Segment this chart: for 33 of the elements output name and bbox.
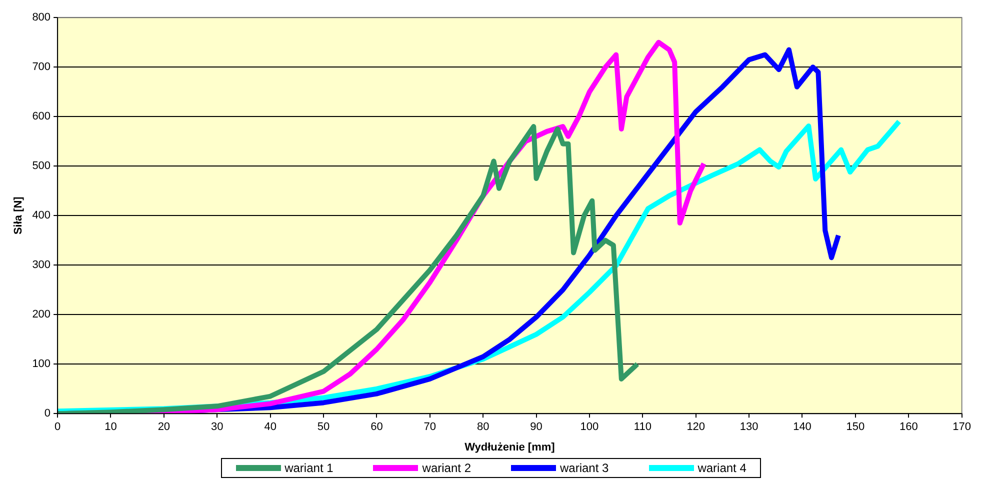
x-axis-title: Wydłużenie [mm]: [464, 441, 556, 454]
x-tick-label: 10: [104, 421, 117, 434]
y-tick-label: 0: [44, 408, 51, 420]
legend-label: wariant 4: [698, 461, 746, 475]
legend-label: wariant 2: [422, 461, 471, 475]
y-tick-label: 100: [32, 358, 51, 370]
x-tick-label: 20: [158, 421, 170, 434]
x-tick-label: 100: [580, 421, 599, 434]
x-tick-label: 60: [370, 421, 383, 434]
x-tick-label: 30: [211, 421, 224, 434]
x-tick-label: 170: [952, 421, 972, 434]
x-tick-label: 40: [264, 421, 276, 434]
y-tick-label: 200: [32, 308, 51, 321]
x-tick-label: 160: [899, 421, 918, 434]
legend-label: wariant 3: [560, 461, 609, 475]
x-tick-label: 70: [424, 421, 436, 434]
x-tick-label: 140: [793, 421, 812, 434]
x-tick-label: 110: [634, 421, 652, 434]
x-tick-label: 80: [476, 421, 490, 434]
x-tick-label: 130: [740, 421, 758, 434]
x-tick-label: 150: [846, 421, 865, 434]
y-tick-label: 700: [32, 61, 51, 74]
x-tick-label: 90: [530, 421, 542, 434]
y-tick-label: 800: [32, 12, 51, 24]
y-tick-label: 400: [32, 210, 51, 222]
y-tick-label: 600: [32, 110, 51, 123]
y-tick-label: 300: [32, 259, 51, 272]
y-axis-title: Siła [N]: [12, 196, 25, 235]
x-tick-label: 120: [686, 421, 706, 434]
y-tick-label: 500: [32, 160, 51, 172]
x-tick-label: 0: [54, 421, 61, 434]
x-tick-label: 50: [317, 421, 330, 434]
legend-label: wariant 1: [284, 461, 334, 475]
